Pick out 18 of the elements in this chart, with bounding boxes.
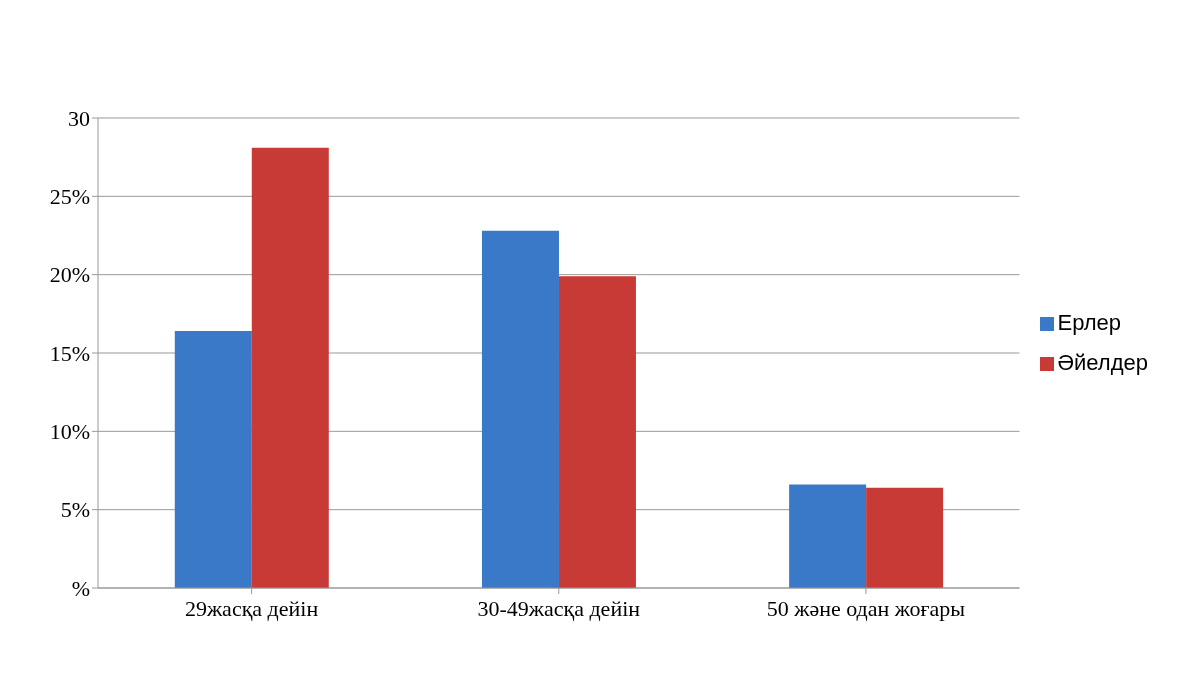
legend-label: Ерлер (1057, 310, 1121, 335)
y-tick-label: % (71, 575, 90, 601)
legend-label: Әйелдер (1057, 350, 1148, 375)
y-tick-label: 15% (49, 340, 90, 366)
bar (251, 147, 329, 588)
bar (174, 331, 252, 588)
y-tick-label: 10% (49, 419, 90, 445)
bar (866, 487, 944, 588)
y-tick-label: 25% (49, 184, 90, 210)
y-tick-label: 20% (49, 262, 90, 288)
y-tick-label: 30 (68, 105, 90, 131)
x-tick-label: 50 және одан жоғары (766, 596, 966, 621)
x-tick-label: 29жасқа дейін (184, 596, 319, 621)
bar (558, 276, 636, 588)
x-tick-label: 30-49жасқа дейін (477, 596, 641, 621)
bar (481, 230, 559, 588)
bar (789, 484, 867, 588)
y-tick-label: 5% (60, 497, 90, 523)
